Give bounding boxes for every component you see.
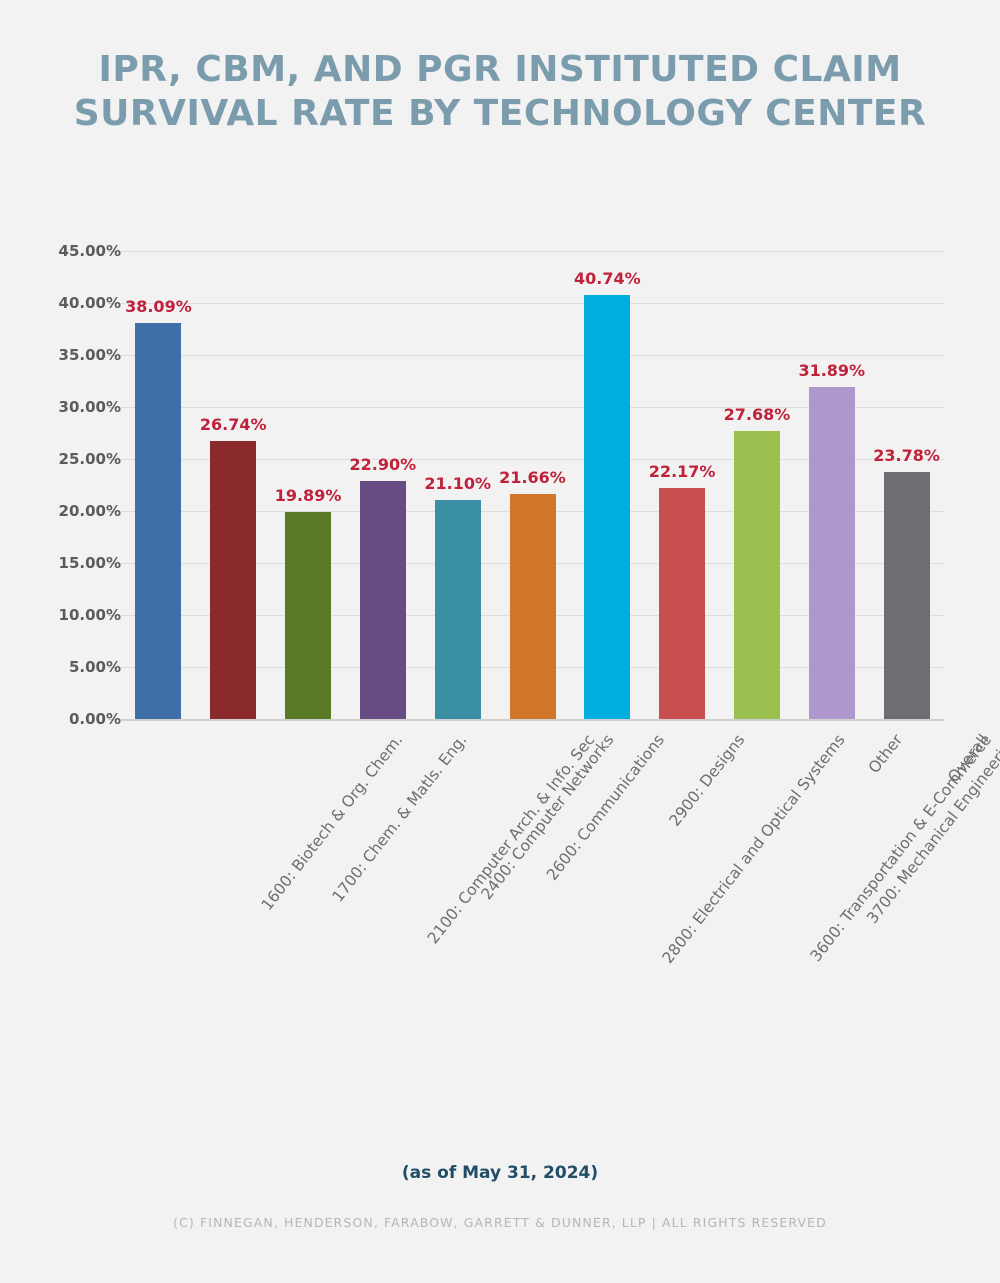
bar[interactable] — [509, 493, 556, 719]
bar[interactable] — [883, 471, 930, 719]
bar-value-label: 19.89% — [274, 486, 342, 506]
gridline — [121, 355, 944, 356]
y-tick-mark — [108, 459, 120, 460]
bar-value-label: 27.68% — [723, 405, 791, 425]
bar[interactable] — [285, 512, 332, 719]
y-axis-tick-label: 5.00% — [68, 658, 121, 676]
bar[interactable] — [584, 295, 631, 719]
x-axis-tick-label: 2900: Designs — [666, 731, 749, 830]
bar-value-label: 38.09% — [125, 296, 192, 316]
y-axis-tick-label: 40.00% — [58, 294, 121, 312]
y-axis-tick-label: 25.00% — [58, 450, 121, 468]
x-axis-tick-label: 2800: Electrical and Optical Systems — [658, 731, 849, 967]
x-axis: 1600: Biotech & Org. Chem. 1700: Chem. & … — [0, 719, 1000, 979]
y-axis-tick-label: 0.00% — [68, 710, 121, 728]
y-tick-mark — [108, 251, 120, 252]
bar[interactable] — [135, 322, 182, 719]
gridline — [121, 459, 944, 460]
y-axis-tick-label: 30.00% — [58, 398, 121, 416]
bar-value-label: 40.74% — [573, 269, 641, 289]
bar-value-label: 26.74% — [199, 414, 267, 434]
y-tick-mark — [108, 355, 120, 356]
y-tick-mark — [108, 719, 120, 720]
y-axis: 0.00% 5.00% 10.00% 15.00% 20.00% 25.00% 30.00%… — [0, 242, 121, 728]
bar-value-label: 21.66% — [499, 467, 566, 487]
y-tick-mark — [108, 407, 120, 408]
y-tick-mark — [108, 667, 120, 668]
bar[interactable] — [808, 387, 855, 719]
page-title: IPR, CBM, and PGR Instituted Claim Survi… — [73, 49, 927, 134]
y-tick-mark — [108, 303, 120, 304]
bar-value-label: 31.89% — [798, 361, 866, 381]
gridline — [121, 251, 944, 252]
y-tick-mark — [108, 511, 120, 512]
y-axis-tick-label: 35.00% — [58, 346, 121, 364]
x-axis-baseline — [121, 719, 944, 721]
x-axis-tick-label: Other — [864, 731, 906, 777]
bar-value-label: 22.90% — [349, 454, 417, 474]
as-of-date-note: (as of May 31, 2024) — [401, 1163, 599, 1183]
plot-area: 38.09% 26.74% 19.89% 22.90% 21.10% 21.66% 40.7… — [121, 251, 944, 720]
y-tick-mark — [108, 615, 120, 616]
y-axis-tick-label: 15.00% — [58, 554, 121, 572]
y-axis-tick-label: 10.00% — [58, 606, 121, 624]
bar[interactable] — [210, 440, 257, 719]
x-axis-tick-label: 1700: Chem. & Matls. Eng. — [328, 731, 471, 906]
bar[interactable] — [733, 431, 780, 719]
bar[interactable] — [359, 480, 406, 719]
gridline — [121, 407, 944, 408]
copyright-notice: (C) Finnegan, Henderson, Farabow, Garret… — [173, 1215, 827, 1230]
y-axis-tick-label: 20.00% — [58, 502, 121, 520]
bar-value-label: 22.17% — [648, 462, 716, 482]
bar[interactable] — [659, 488, 706, 719]
bar[interactable] — [434, 499, 481, 719]
y-tick-mark — [108, 563, 120, 564]
y-axis-tick-label: 45.00% — [58, 242, 121, 260]
bar-value-label: 21.10% — [424, 473, 491, 493]
bar-value-label: 23.78% — [873, 445, 940, 465]
gridline — [121, 303, 944, 304]
